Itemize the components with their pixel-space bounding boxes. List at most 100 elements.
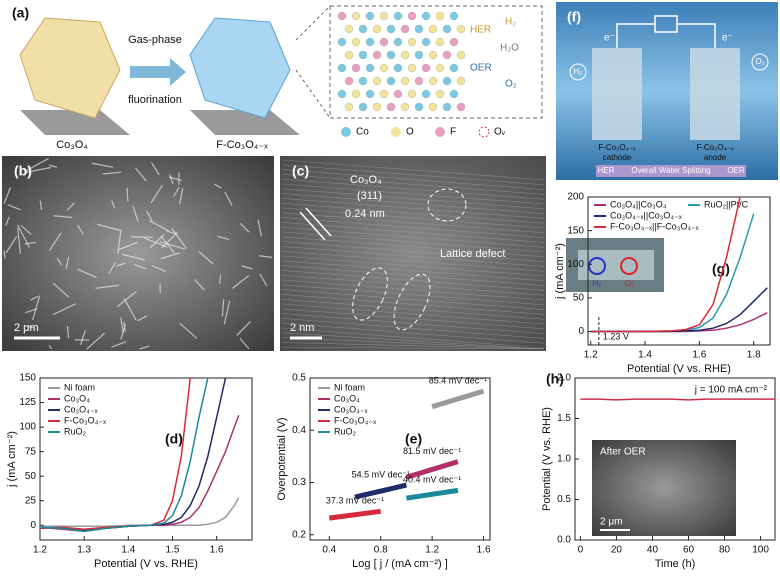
marker [620,257,638,275]
x-tick-label: 1.6 [692,350,706,361]
lattice-atom [372,76,382,86]
lattice-atom [351,63,361,73]
fringe [281,174,545,195]
y-tick-label: 100 [19,422,36,433]
y-axis-title: Overpotential (V) [276,417,288,500]
flake [25,158,49,172]
flake [159,241,185,250]
lattice-atom [358,102,368,112]
flake [131,236,153,238]
bubble [569,63,587,81]
lattice-atom [344,102,354,112]
legend-label: Co₃O₄ [64,393,90,403]
y-axis-title: j (mA cm⁻²) [554,243,566,300]
lattice-atom [400,24,410,34]
label: e⁻ [722,33,733,44]
inset-g: H₂ O₂ [566,238,664,292]
flake [178,187,184,205]
x-axis-title: Time (h) [655,558,696,570]
banner [596,165,746,177]
flake [91,162,114,168]
lattice-atom [414,24,424,34]
flake [134,167,147,182]
flake [117,241,138,251]
fringe [281,217,545,238]
flake [116,291,137,308]
flake [111,200,116,209]
slope-label: 85.4 mV dec⁻¹ [429,375,487,385]
x-tick-label: 40 [647,545,659,556]
x-tick-label: 1.5 [166,545,180,556]
legend-label: Co₃O₄₋ₓ||Co₃O₄₋ₓ [610,210,682,220]
flake [80,330,86,346]
lattice-atom [337,89,347,99]
zoom-line [295,5,331,41]
lattice-atom [351,89,361,99]
lattice [337,11,466,112]
fringe [281,270,545,291]
label: H₂ [593,279,602,288]
fringe [281,212,545,234]
data-line [39,377,227,531]
x-tick-label: 1.2 [33,545,47,556]
flake [53,215,73,219]
lattice-atom [442,76,452,86]
flake [146,210,154,223]
x-axis-title: Log [ j / (mA cm⁻²) ] [352,558,448,570]
y-tick-label: 0.0 [557,535,571,546]
lattice-atom [393,89,403,99]
flake [7,204,21,211]
lattice-atom [442,24,452,34]
fringe [281,169,545,190]
lattice-atom [386,102,396,112]
y-tick-label: 50 [573,293,585,304]
lattice-atom [344,24,354,34]
substrate [190,110,300,135]
lattice-atom [351,11,361,21]
flake [115,262,126,267]
fringe [281,183,545,205]
lattice-atom [358,50,368,60]
inset-h: After OER 2 μm [592,440,736,536]
flake [25,166,51,173]
scale-label: 2 μm [14,322,39,334]
lattice-atom [456,102,466,112]
flake [223,300,231,325]
slope-label: 54.5 mV dec⁻¹ [352,470,410,480]
substrate [20,110,130,135]
lattice-atom [421,63,431,73]
legend-label: O [406,127,414,138]
plot-frame [39,377,253,541]
flake [236,321,251,336]
panel-label: (e) [405,431,422,447]
flake [151,265,167,273]
x-tick-label: 1.2 [425,545,439,556]
lattice-atom [435,11,445,21]
lattice-atom [414,102,424,112]
x-tick-label: 1.6 [477,545,491,556]
fringe [281,322,545,344]
data-line [431,388,485,410]
lattice-atom [386,50,396,60]
fringe [281,294,545,315]
flake [103,171,122,175]
y-tick-label: 75 [25,446,37,457]
panel-b: (b) 2 μm [2,156,274,351]
legend-dot [391,127,401,137]
label: e⁻ [604,33,615,44]
flake [108,262,117,275]
fringe [281,207,545,229]
flake [161,231,178,249]
flake [5,236,18,254]
lattice-atom [400,50,410,60]
co3o4-plate [19,17,121,119]
flake [239,337,250,350]
y-tick-label: 0 [578,326,584,337]
lattice-atom [407,63,417,73]
label: Co₃O₄ [350,174,382,186]
y-tick-label: 1.0 [557,454,571,465]
lattice-atom [435,37,445,47]
flake [149,233,165,249]
zoom-box [329,5,543,119]
